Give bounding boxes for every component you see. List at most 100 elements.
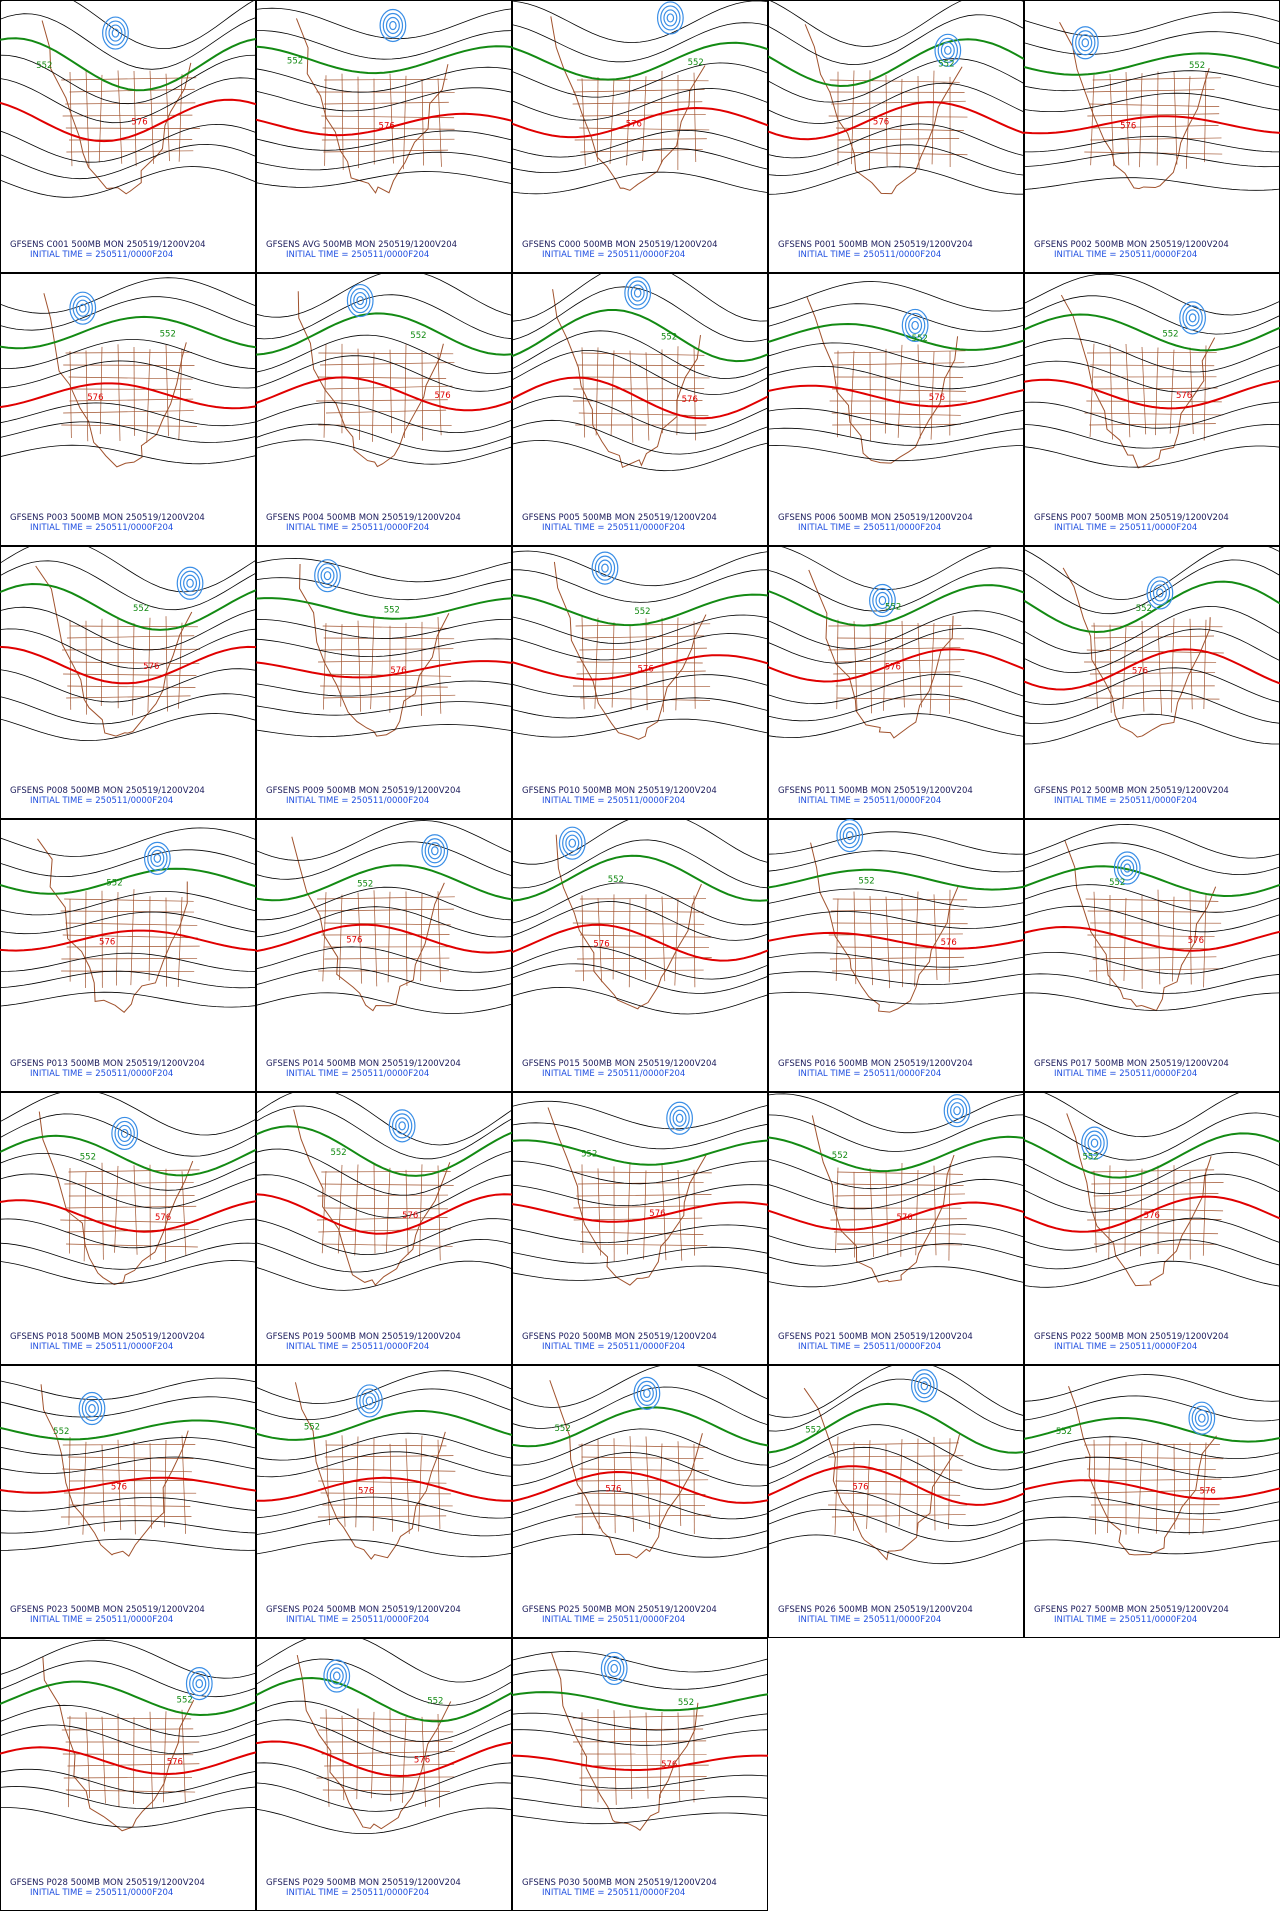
coastline: [293, 1109, 451, 1286]
panel-border: [1024, 819, 1280, 1092]
border-line: [830, 908, 964, 912]
contour: [0, 277, 256, 314]
contour: [256, 402, 512, 434]
contour: [768, 82, 1024, 124]
border-line: [117, 344, 121, 441]
border-line: [580, 946, 709, 948]
coastline: [35, 565, 193, 737]
border-line: [917, 75, 920, 170]
contour: [0, 382, 256, 410]
border-line: [832, 423, 962, 426]
map-panel: 552 576 GFSENS P014 500MB MON 250519/1200V…: [256, 819, 512, 1092]
contour-label: 552: [357, 880, 373, 890]
contour: [768, 627, 1024, 664]
contour: [1024, 295, 1280, 335]
border-line: [869, 1168, 874, 1258]
border-line: [318, 659, 452, 663]
border-line: [580, 149, 703, 153]
low-center: [1084, 1130, 1105, 1156]
coastline: [806, 296, 959, 464]
map: 552 576 GFSENS P018 500MB MON 250519/1200V…: [0, 1092, 256, 1365]
panel-title: GFSENS P025 500MB MON 250519/1200V204: [522, 1605, 717, 1615]
border-line: [595, 347, 599, 436]
contour: [0, 1660, 256, 1698]
contour: [768, 365, 1024, 390]
low-center: [388, 1109, 416, 1143]
coastline: [296, 1654, 452, 1830]
coastline: [1062, 567, 1211, 738]
contour: [256, 660, 512, 679]
border-line: [1125, 72, 1130, 166]
contour: [512, 419, 768, 455]
border-line: [69, 619, 72, 710]
contour: [768, 322, 1024, 351]
low-center: [1182, 305, 1203, 331]
contour-label: 552: [912, 334, 928, 344]
border-line: [579, 1776, 707, 1779]
border-line: [885, 74, 888, 167]
contour: [1024, 1516, 1280, 1534]
border-line: [629, 1710, 633, 1800]
panel-init-time: INITIAL TIME = 250511/0000F204: [286, 1069, 429, 1079]
border-line: [181, 1435, 186, 1534]
border-line: [829, 79, 960, 83]
panel-title: GFSENS P014 500MB MON 250519/1200V204: [266, 1059, 461, 1069]
contour: [768, 831, 1024, 855]
panel-init-time: INITIAL TIME = 250511/0000F204: [30, 1069, 173, 1079]
low-center: [81, 1395, 103, 1422]
border-line: [917, 344, 921, 439]
map: 552 576 GFSENS P014 500MB MON 250519/1200V…: [256, 819, 512, 1092]
border-line: [643, 1170, 647, 1260]
contour: [0, 1092, 256, 1136]
border-line: [66, 695, 191, 699]
border-line: [1084, 1444, 1220, 1446]
border-line: [163, 1711, 167, 1803]
low-center: [636, 1380, 658, 1406]
contour: [768, 1114, 1024, 1152]
border-line: [1109, 73, 1114, 167]
border-line: [853, 621, 858, 711]
contour: [256, 1451, 512, 1478]
border-line: [832, 969, 959, 972]
panel-title: GFSENS AVG 500MB MON 250519/1200V204: [266, 240, 457, 250]
contour: [0, 98, 256, 143]
contour: [256, 1432, 512, 1461]
low-center: [672, 1109, 687, 1127]
contour-label: 552: [304, 1422, 320, 1432]
contour-label: 576: [941, 938, 957, 948]
low-center: [633, 1376, 661, 1410]
map-panel: 552 576 GFSENS P001 500MB MON 250519/1200V…: [768, 0, 1024, 273]
border-line: [884, 348, 887, 434]
low-center: [610, 1663, 619, 1674]
contour: [1024, 823, 1280, 859]
contour: [1024, 152, 1280, 168]
map-panel: 552 576 GFSENS P025 500MB MON 250519/1200V…: [512, 1365, 768, 1638]
border-line: [831, 1442, 959, 1446]
panel-title: GFSENS P022 500MB MON 250519/1200V204: [1034, 1332, 1229, 1342]
contour: [256, 841, 512, 880]
border-line: [828, 115, 968, 118]
border-line: [581, 352, 705, 356]
low-center: [669, 1105, 690, 1131]
border-line: [1189, 618, 1193, 710]
low-center: [1156, 588, 1164, 598]
contour: [256, 864, 512, 902]
contour: [0, 713, 256, 742]
contour: [1024, 1416, 1280, 1443]
panel-border: [256, 1092, 512, 1365]
border-line: [1185, 76, 1191, 169]
border-line: [574, 1514, 711, 1518]
contour: [0, 1134, 256, 1177]
contour-label: 576: [593, 940, 609, 950]
border-line: [437, 1165, 441, 1261]
border-line: [1088, 1516, 1221, 1521]
low-center: [643, 1388, 651, 1398]
panel-title: GFSENS P003 500MB MON 250519/1200V204: [10, 513, 205, 523]
border-line: [69, 1504, 191, 1507]
border-line: [405, 891, 408, 986]
border-line: [1090, 137, 1222, 141]
border-line: [1188, 1442, 1191, 1535]
contour: [512, 1512, 768, 1540]
panel-border: [768, 819, 1024, 1092]
contour: [1024, 445, 1280, 468]
